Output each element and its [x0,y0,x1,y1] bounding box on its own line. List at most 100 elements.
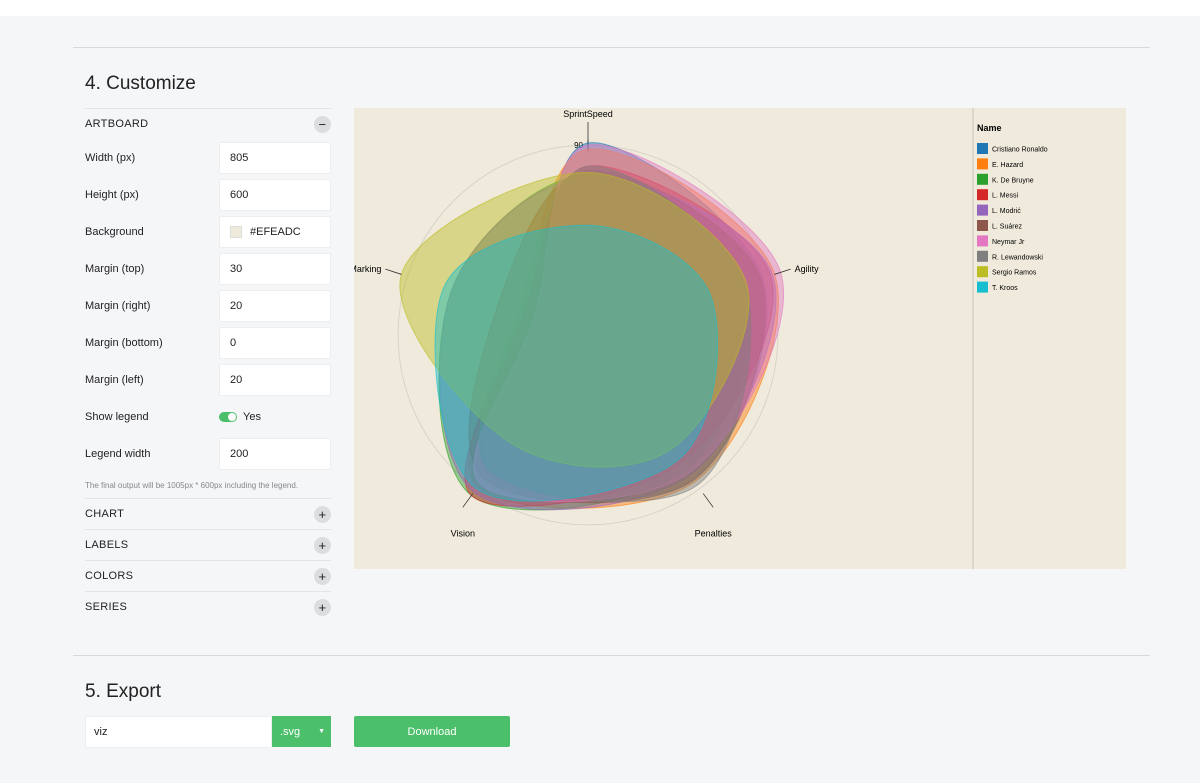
axis-line [462,493,474,508]
note: The final output will be 1005px * 600px … [85,480,299,490]
input-value: 20 [230,373,243,386]
section-header[interactable]: SERIES + [85,591,331,622]
text-input[interactable]: 600 [219,178,331,211]
divider [73,47,1150,48]
input-value: 0 [230,336,237,349]
color-swatch [230,225,242,238]
chart: 90 SprintSpeed Agility Penalties Vision Marki… [349,108,1126,569]
field-row: Legend width 200 [85,435,331,472]
axis-line [774,268,791,275]
expand-button[interactable]: + [314,505,331,523]
filename-input[interactable]: viz [85,716,272,748]
radar-area [479,142,768,501]
format-value: .svg [280,725,301,738]
toggle[interactable] [219,411,237,422]
download-button[interactable]: Download [354,716,510,747]
legend-label: L. Suárez [992,224,1022,231]
field-row: Margin (left) 20 [85,361,331,398]
text-input[interactable]: 200 [219,437,331,470]
legend-label: E. Hazard [992,162,1023,169]
axis-line [702,493,714,508]
legend-label: R. Lewandowski [992,254,1043,261]
input-value: 20 [230,299,243,312]
axis-label: Vision [451,528,475,538]
legend-swatch [977,250,988,262]
radar-area [439,176,777,511]
format-select[interactable]: .svg ▼ [272,716,331,747]
axis-label: Penalties [695,528,733,538]
legend-swatch [977,266,988,278]
collapse-button[interactable]: − [314,115,331,133]
section-header[interactable]: CHART + [85,498,331,529]
section-title: SERIES [85,601,128,613]
legend-swatch [977,143,988,154]
field-label: Margin (bottom) [85,336,163,349]
axis-label: Agility [795,264,820,274]
axis-line [385,268,402,275]
expand-button[interactable]: + [314,567,331,585]
field-label: Height (px) [85,188,139,201]
axis-label: SprintSpeed [563,109,613,119]
field-label: Margin (left) [85,373,144,386]
legend-swatch [977,158,988,170]
radar-area [464,165,774,507]
tick-label: 90 [574,141,583,150]
field-row: Show legend Yes [85,398,331,435]
caret: ▼ [318,728,325,735]
text-input[interactable]: 20 [219,289,331,322]
options-panel: ARTBOARD − Width (px) 805 Height (px) 600 Ba… [85,108,331,622]
field-label: Background [85,225,144,238]
input-value: 805 [230,151,249,164]
text-input[interactable]: 805 [219,141,331,174]
section-heading: 4. Customize [85,73,196,94]
toggle-label: Yes [243,410,261,423]
field-row: Width (px) 805 [85,139,331,176]
radar-area [434,224,719,502]
text-input[interactable]: 30 [219,252,331,285]
text-input[interactable]: 0 [219,326,331,359]
text-input[interactable]: 20 [219,363,331,396]
radar-area [399,172,750,468]
divider [73,655,1150,656]
section-title: LABELS [85,539,129,551]
legend-title: Name [977,123,1002,133]
legend-swatch [977,189,988,201]
section-header[interactable]: LABELS + [85,529,331,560]
axis-label: Marking [354,264,381,274]
field-label: Show legend [85,410,149,423]
field-row: Margin (bottom) 0 [85,324,331,361]
legend-label: L. Messi [992,193,1019,200]
legend-label: Neymar Jr [992,239,1025,246]
expand-button[interactable]: + [314,598,331,616]
legend-label: Cristiano Ronaldo [992,147,1048,154]
radar-area [468,148,779,509]
field-label: Margin (top) [85,262,145,275]
legend-label: L. Modrić [992,208,1021,215]
field-row: Margin (top) 30 [85,250,331,287]
legend-swatch [977,173,988,185]
field-row: Background #EFEADC [85,213,331,250]
field-row: Margin (right) 20 [85,287,331,324]
input-value: #EFEADC [250,225,301,238]
chart-preview: 90 SprintSpeed Agility Penalties Vision Marki… [349,108,1126,569]
field-label: Margin (right) [85,299,151,312]
input-value: 600 [230,188,249,201]
text-input[interactable]: #EFEADC [219,215,331,248]
section-title: COLORS [85,570,134,582]
legend-swatch [977,220,988,231]
radar-area [479,165,752,503]
legend-label: Sergio Ramos [992,270,1037,277]
section-heading: 5. Export [85,681,162,702]
field-label: Width (px) [85,151,136,164]
expand-button[interactable]: + [314,536,331,554]
section-list: CHART + LABELS + COLORS + SERIES + [85,498,331,622]
top-bar [0,0,1200,16]
legend-label: K. De Bruyne [992,177,1034,184]
section-header[interactable]: ARTBOARD − [85,108,331,139]
legend-swatch [977,204,988,216]
field-label: Legend width [85,447,151,460]
legend-label: T. Kroos [992,285,1018,292]
section-title: CHART [85,508,125,520]
section-header[interactable]: COLORS + [85,560,331,591]
